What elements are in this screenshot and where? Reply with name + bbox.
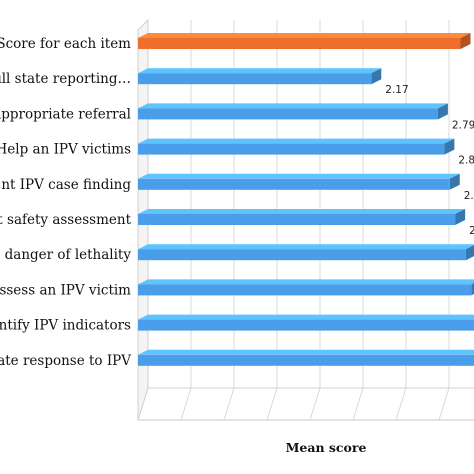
- value-label: 2.79: [452, 119, 474, 131]
- chart-value-labels: 2.2.172.792.852.92.: [385, 84, 474, 237]
- category-label: ss danger of lethality: [0, 247, 131, 263]
- value-label: 2.: [469, 225, 474, 237]
- bar-end: [460, 33, 471, 49]
- bar: [138, 354, 474, 366]
- floor-gridline: [395, 387, 407, 421]
- bar: [138, 73, 372, 85]
- bar-top: [138, 209, 466, 214]
- bar-end: [471, 283, 474, 296]
- bar-end: [371, 68, 382, 85]
- bar-top: [138, 33, 471, 38]
- category-label: ct safety assessment: [0, 212, 132, 228]
- category-label: Assess an IPV victim: [0, 282, 131, 298]
- category-label: appropriate referral: [0, 106, 131, 122]
- category-label: nt IPV case finding: [1, 177, 131, 193]
- floor-gridline: [352, 387, 364, 421]
- bar-top: [138, 138, 455, 144]
- bar-top: [138, 68, 382, 74]
- floor-gridline: [266, 387, 278, 421]
- bar-end: [444, 138, 455, 155]
- category-label: entify IPV indicators: [0, 318, 131, 334]
- floor-gridline: [438, 387, 450, 421]
- bar-top: [138, 103, 448, 109]
- value-label: 2.85: [458, 155, 474, 167]
- bar: [138, 38, 461, 49]
- chart-bars: [138, 33, 474, 366]
- x-axis-title: Mean score: [286, 440, 367, 455]
- category-label: ulfill state reporting…: [0, 71, 131, 87]
- bar: [138, 143, 445, 155]
- value-label: 2.17: [385, 84, 408, 96]
- bar: [138, 319, 474, 331]
- floor-gridline: [223, 387, 235, 421]
- bar-top: [138, 173, 460, 179]
- category-label: Help an IPV victims: [0, 142, 131, 158]
- floor-gridline: [180, 387, 192, 421]
- bar-top: [138, 279, 474, 285]
- bar: [138, 214, 456, 225]
- chart-category-labels: Score for each item ulfill state reportin…: [0, 36, 132, 369]
- bar-end: [449, 173, 460, 190]
- bar-top: [138, 314, 474, 320]
- bar-top: [138, 349, 474, 355]
- bar: [138, 178, 450, 190]
- bar-end: [437, 103, 448, 120]
- bar: [138, 284, 472, 296]
- bar-end: [465, 245, 474, 261]
- value-label: 2.9: [464, 190, 474, 202]
- category-label: riate response to IPV: [0, 353, 131, 369]
- bar: [138, 108, 438, 120]
- bar: [138, 249, 466, 261]
- category-label: Score for each item: [0, 36, 131, 52]
- bar-top: [138, 244, 474, 250]
- floor-gridline: [309, 387, 321, 421]
- bar-end: [455, 209, 466, 225]
